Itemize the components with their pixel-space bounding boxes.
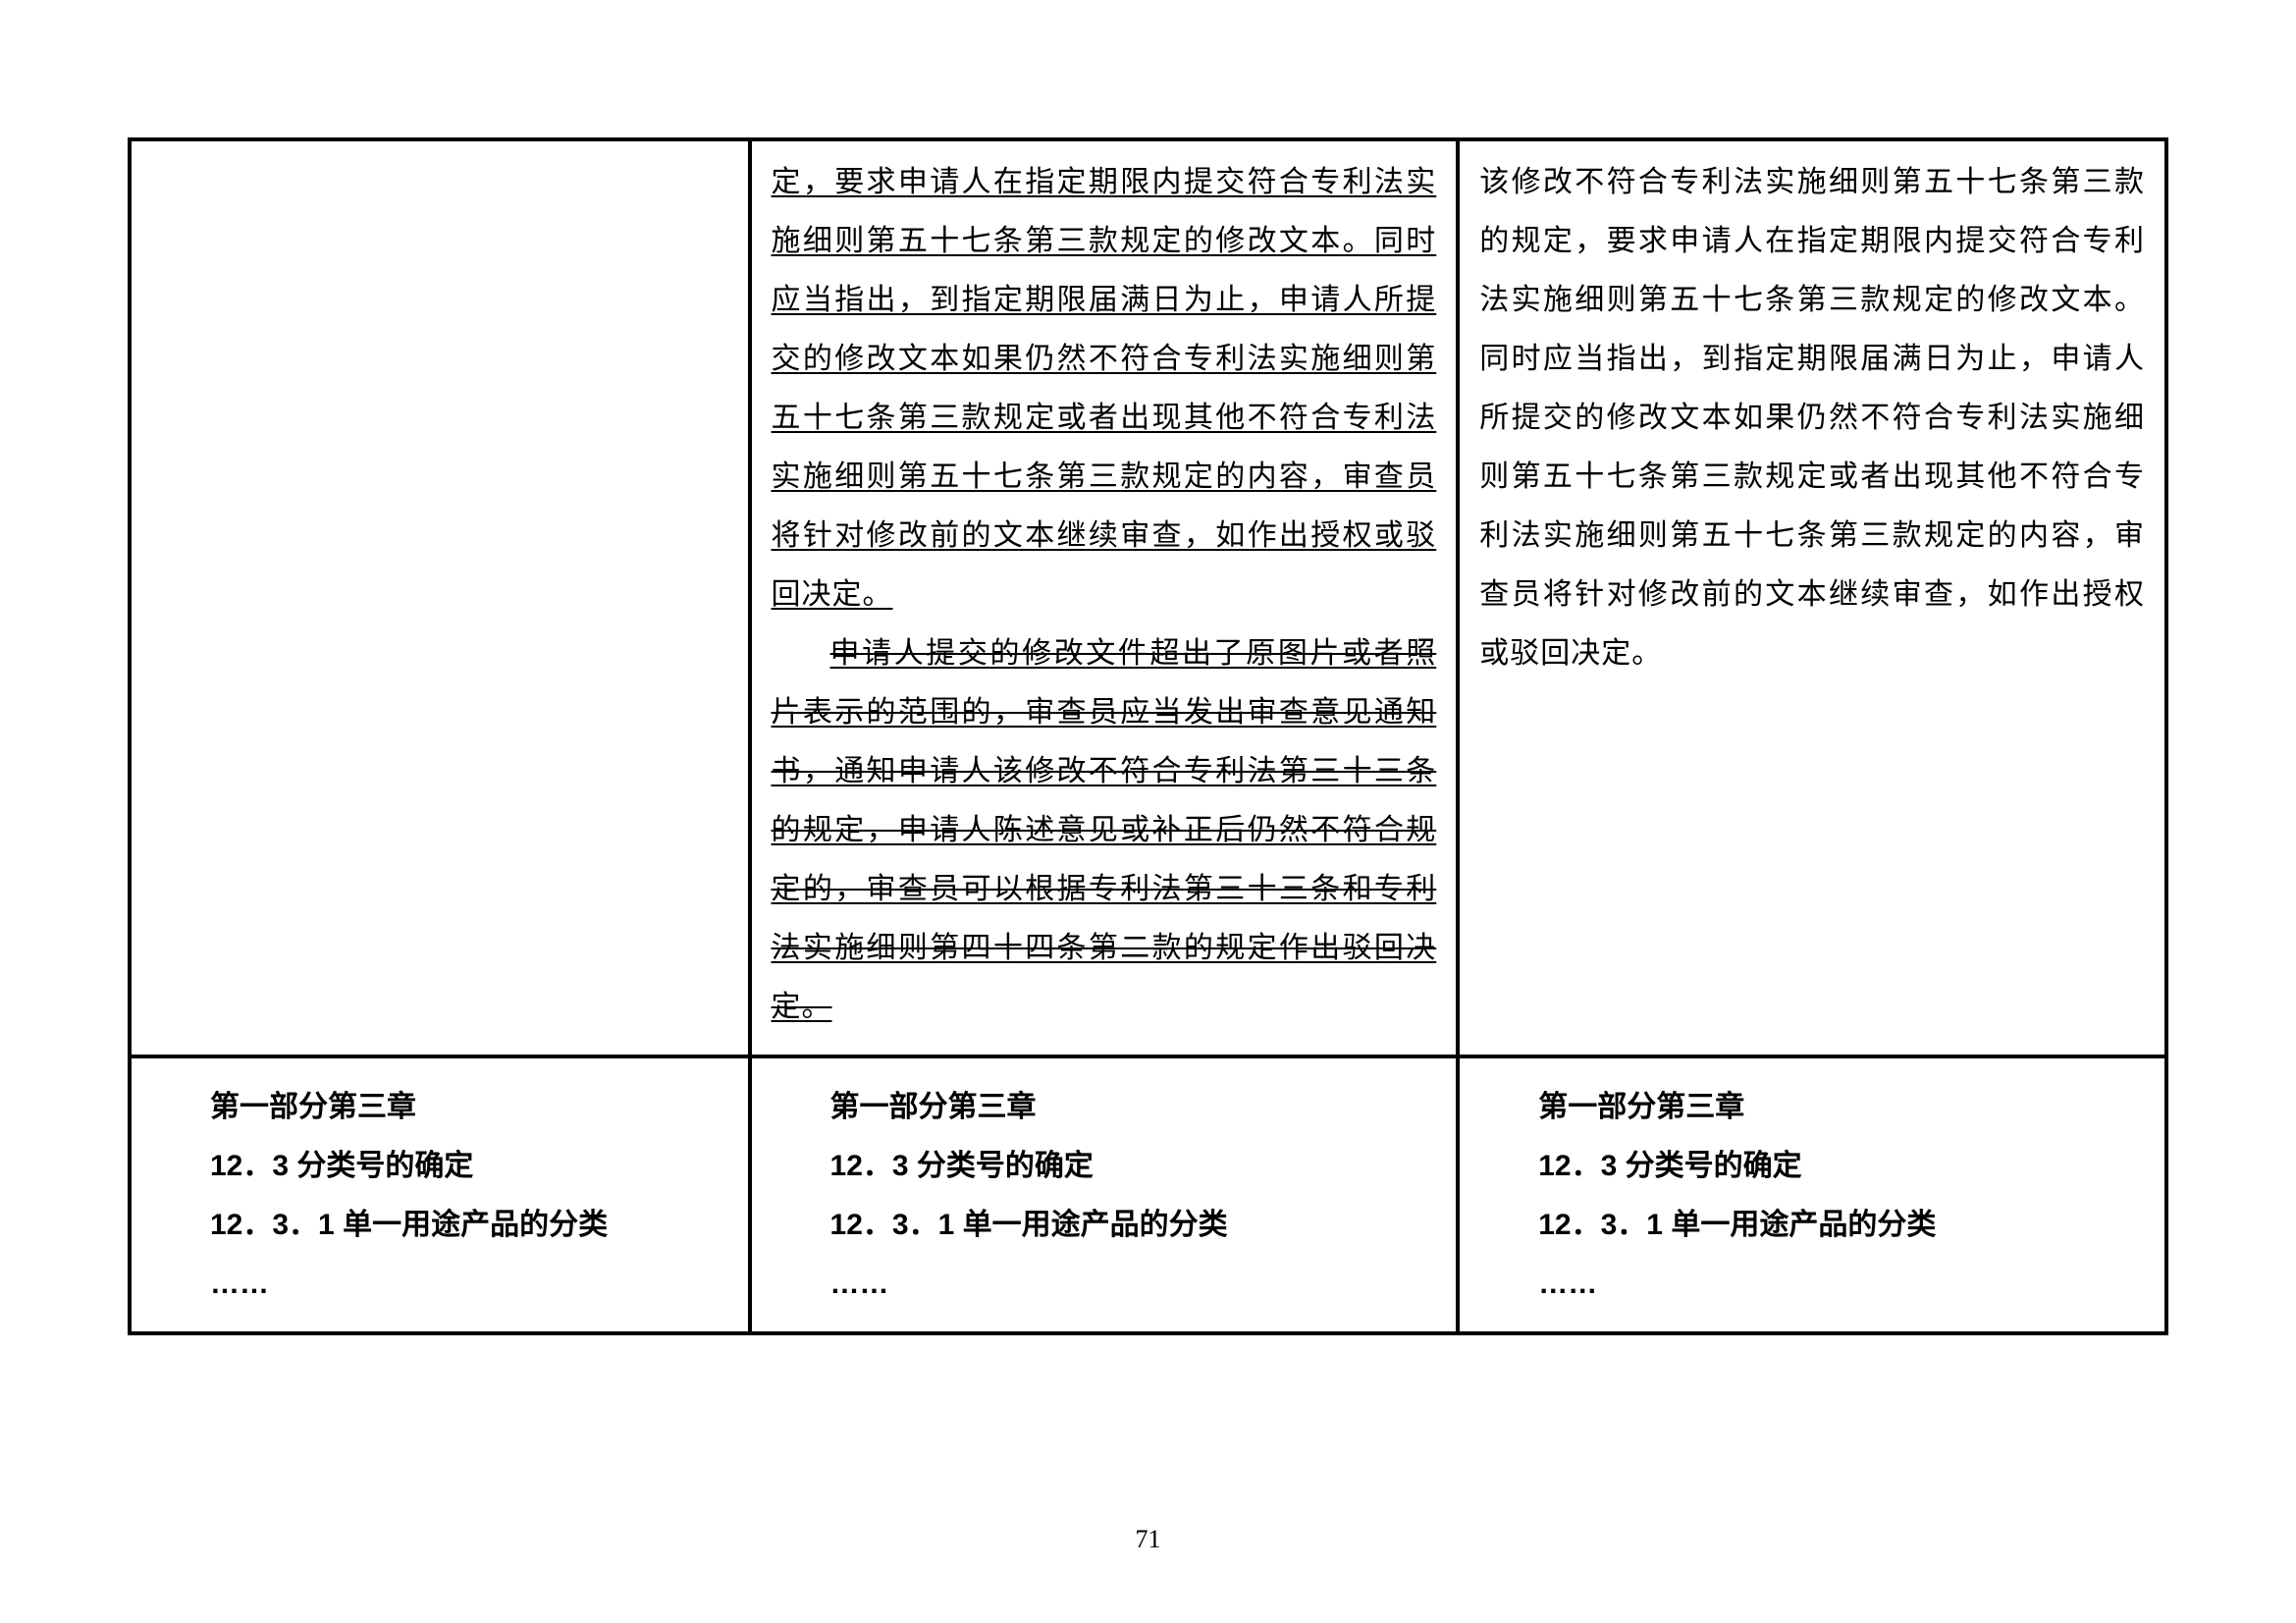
right-body-text: 该修改不符合专利法实施细则第五十七条第三款的规定，要求申请人在指定期限内提交符合… [1479, 153, 2145, 683]
underlined-text: 定，要求申请人在指定期限内提交符合专利法实施细则第五十七条第三款规定的修改文本。… [772, 166, 1437, 611]
cell-right-heading: 第一部分第三章 12．3 分类号的确定 12．3．1 单一用途产品的分类 …… [1458, 1056, 2166, 1333]
comparison-table: 定，要求申请人在指定期限内提交符合专利法实施细则第五十七条第三款规定的修改文本。… [128, 137, 2168, 1335]
heading-line: 第一部分第三章 [772, 1078, 1437, 1137]
heading-line: …… [1479, 1255, 2145, 1314]
document-page: 定，要求申请人在指定期限内提交符合专利法实施细则第五十七条第三款规定的修改文本。… [0, 0, 2296, 1623]
cell-mid-heading: 第一部分第三章 12．3 分类号的确定 12．3．1 单一用途产品的分类 …… [750, 1056, 1459, 1333]
heading-line: 12．3．1 单一用途产品的分类 [1479, 1196, 2145, 1255]
cell-left-body [130, 139, 750, 1056]
deleted-text: 申请人提交的修改文件超出了原图片或者照片表示的范围的，审查员应当发出审查意见通知… [772, 637, 1437, 1023]
cell-mid-body: 定，要求申请人在指定期限内提交符合专利法实施细则第五十七条第三款规定的修改文本。… [750, 139, 1459, 1056]
heading-line: …… [151, 1255, 728, 1314]
heading-line: 12．3 分类号的确定 [151, 1137, 728, 1196]
cell-left-heading: 第一部分第三章 12．3 分类号的确定 12．3．1 单一用途产品的分类 …… [130, 1056, 750, 1333]
mid-body-underlined: 定，要求申请人在指定期限内提交符合专利法实施细则第五十七条第三款规定的修改文本。… [772, 153, 1437, 624]
heading-line: 12．3 分类号的确定 [772, 1137, 1437, 1196]
heading-line: 12．3 分类号的确定 [1479, 1137, 2145, 1196]
heading-line: …… [772, 1255, 1437, 1314]
mid-body-deleted: 申请人提交的修改文件超出了原图片或者照片表示的范围的，审查员应当发出审查意见通知… [772, 624, 1437, 1037]
table-row: 第一部分第三章 12．3 分类号的确定 12．3．1 单一用途产品的分类 …… … [130, 1056, 2166, 1333]
cell-right-body: 该修改不符合专利法实施细则第五十七条第三款的规定，要求申请人在指定期限内提交符合… [1458, 139, 2166, 1056]
heading-line: 第一部分第三章 [1479, 1078, 2145, 1137]
table-row: 定，要求申请人在指定期限内提交符合专利法实施细则第五十七条第三款规定的修改文本。… [130, 139, 2166, 1056]
page-number: 71 [0, 1525, 2296, 1554]
heading-line: 12．3．1 单一用途产品的分类 [151, 1196, 728, 1255]
heading-line: 第一部分第三章 [151, 1078, 728, 1137]
heading-line: 12．3．1 单一用途产品的分类 [772, 1196, 1437, 1255]
